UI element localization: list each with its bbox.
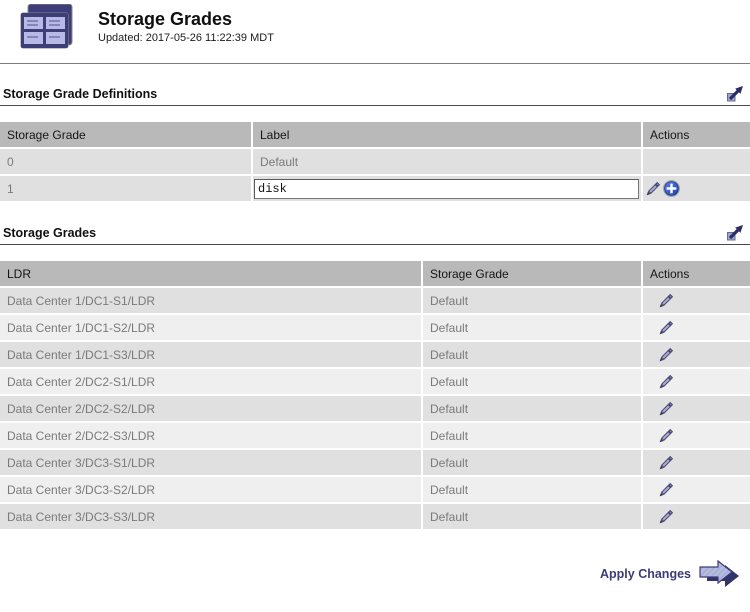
ldr-name: Data Center 3/DC3-S3/LDR	[0, 503, 423, 531]
ldr-name: Data Center 2/DC2-S2/LDR	[0, 395, 423, 423]
definitions-section-divider	[0, 105, 750, 106]
actions-cell	[642, 503, 750, 531]
actions-cell	[642, 148, 750, 176]
table-row: Data Center 3/DC3-S3/LDR Default	[0, 503, 750, 531]
apply-arrow-icon[interactable]	[698, 555, 742, 593]
column-header-actions: Actions	[642, 261, 750, 288]
table-row: Data Center 1/DC1-S1/LDR Default	[0, 287, 750, 315]
page-title: Storage Grades	[98, 9, 233, 29]
grade-value: 1	[0, 175, 253, 203]
pencil-icon[interactable]	[658, 320, 674, 336]
actions-cell	[642, 314, 750, 342]
storage-grade-value: Default	[422, 503, 643, 531]
storage-grade-value: Default	[422, 341, 643, 369]
ldr-name: Data Center 2/DC2-S3/LDR	[0, 422, 423, 450]
actions-cell	[642, 341, 750, 369]
table-row: Data Center 3/DC3-S1/LDR Default	[0, 449, 750, 477]
apply-changes-row: Apply Changes	[0, 531, 750, 593]
pencil-icon[interactable]	[658, 428, 674, 444]
pencil-icon[interactable]	[658, 347, 674, 363]
table-row: 0 Default	[0, 148, 750, 176]
actions-cell	[642, 395, 750, 423]
definitions-section-header: Storage Grade Definitions	[0, 64, 750, 105]
pencil-icon[interactable]	[658, 401, 674, 417]
pencil-icon[interactable]	[658, 293, 674, 309]
grade-value: 0	[0, 148, 253, 176]
ldr-name: Data Center 1/DC1-S2/LDR	[0, 314, 423, 342]
storage-grade-value: Default	[422, 395, 643, 423]
ldr-name: Data Center 2/DC2-S1/LDR	[0, 368, 423, 396]
add-icon[interactable]	[663, 180, 680, 197]
chart-link-icon[interactable]	[725, 223, 745, 242]
apply-changes-label: Apply Changes	[600, 567, 691, 581]
grades-section-header: Storage Grades	[0, 203, 750, 244]
column-header-actions: Actions	[642, 122, 750, 149]
grade-label: Default	[252, 148, 643, 176]
definitions-section-title: Storage Grade Definitions	[3, 86, 158, 101]
actions-cell	[642, 368, 750, 396]
storage-grade-value: Default	[422, 368, 643, 396]
column-header-storage-grade: Storage Grade	[0, 122, 253, 149]
actions-cell	[642, 287, 750, 315]
ldr-name: Data Center 3/DC3-S1/LDR	[0, 449, 423, 477]
actions-cell	[642, 449, 750, 477]
table-row: Data Center 1/DC1-S3/LDR Default	[0, 341, 750, 369]
storage-grades-icon	[20, 3, 74, 54]
column-header-label: Label	[252, 122, 643, 149]
table-row: Data Center 2/DC2-S1/LDR Default	[0, 368, 750, 396]
column-header-storage-grade: Storage Grade	[422, 261, 643, 288]
chart-link-icon[interactable]	[725, 84, 745, 103]
definitions-table: Storage Grade Label Actions 0 Default 1	[0, 122, 750, 203]
storage-grade-value: Default	[422, 314, 643, 342]
actions-cell	[642, 476, 750, 504]
grades-section-title: Storage Grades	[3, 225, 97, 240]
header-divider	[0, 63, 750, 64]
actions-cell	[642, 422, 750, 450]
ldr-name: Data Center 1/DC1-S3/LDR	[0, 341, 423, 369]
table-row: Data Center 2/DC2-S3/LDR Default	[0, 422, 750, 450]
grades-table-header-row: LDR Storage Grade Actions	[0, 261, 750, 288]
pencil-icon[interactable]	[658, 455, 674, 471]
page-header: Storage Grades Updated: 2017-05-26 11:22…	[0, 0, 750, 54]
table-row: Data Center 1/DC1-S2/LDR Default	[0, 314, 750, 342]
table-row: Data Center 2/DC2-S2/LDR Default	[0, 395, 750, 423]
table-row: 1	[0, 175, 750, 203]
pencil-icon[interactable]	[645, 181, 661, 197]
table-row: Data Center 3/DC3-S2/LDR Default	[0, 476, 750, 504]
grades-section-divider	[0, 244, 750, 245]
storage-grade-value: Default	[422, 476, 643, 504]
storage-grade-value: Default	[422, 449, 643, 477]
pencil-icon[interactable]	[658, 482, 674, 498]
grades-table: LDR Storage Grade Actions Data Center 1/…	[0, 261, 750, 531]
ldr-name: Data Center 1/DC1-S1/LDR	[0, 287, 423, 315]
pencil-icon[interactable]	[658, 509, 674, 525]
pencil-icon[interactable]	[658, 374, 674, 390]
label-input[interactable]	[254, 178, 639, 199]
definitions-table-header-row: Storage Grade Label Actions	[0, 122, 750, 149]
actions-cell	[642, 175, 750, 203]
storage-grade-value: Default	[422, 422, 643, 450]
column-header-ldr: LDR	[0, 261, 423, 288]
updated-timestamp: Updated: 2017-05-26 11:22:39 MDT	[98, 32, 274, 44]
ldr-name: Data Center 3/DC3-S2/LDR	[0, 476, 423, 504]
storage-grade-value: Default	[422, 287, 643, 315]
